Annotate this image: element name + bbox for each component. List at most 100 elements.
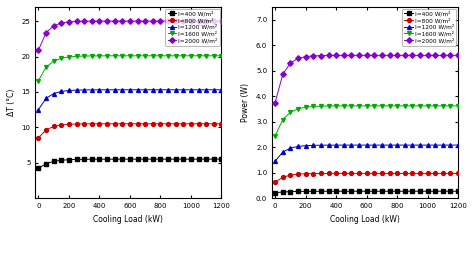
I=1600 W/m² (379, 104, 385, 107)
I=800 W/m² (372, 172, 377, 175)
I=1600 W/m² (310, 105, 316, 108)
I=1600 W/m² (165, 54, 171, 57)
I=1600 W/m² (181, 54, 186, 57)
I=1600 W/m² (425, 104, 430, 107)
I=400 W/m² (135, 158, 140, 161)
I=1200 W/m² (447, 144, 453, 147)
I=400 W/m² (203, 158, 209, 161)
I=1600 W/m² (326, 104, 331, 107)
I=1600 W/m² (157, 54, 163, 57)
I=1600 W/m² (455, 104, 461, 107)
I=400 W/m² (348, 190, 354, 193)
I=1200 W/m² (104, 88, 110, 91)
I=1200 W/m² (58, 90, 64, 93)
I=800 W/m² (410, 172, 415, 175)
I=1600 W/m² (394, 104, 400, 107)
I=1200 W/m² (127, 88, 133, 91)
I=1200 W/m² (432, 144, 438, 147)
I=2000 W/m² (104, 20, 110, 23)
I=800 W/m² (379, 172, 385, 175)
I=1200 W/m² (295, 145, 301, 148)
Line: I=1600 W/m²: I=1600 W/m² (273, 104, 460, 138)
I=1200 W/m² (425, 144, 430, 147)
I=1200 W/m² (51, 92, 56, 95)
I=2000 W/m² (402, 54, 408, 57)
I=800 W/m² (364, 172, 369, 175)
I=400 W/m² (402, 190, 408, 193)
I=1200 W/m² (73, 89, 79, 92)
I=800 W/m² (447, 172, 453, 175)
I=1200 W/m² (219, 88, 224, 91)
I=800 W/m² (181, 122, 186, 125)
I=1600 W/m² (410, 104, 415, 107)
I=2000 W/m² (410, 54, 415, 57)
I=1200 W/m² (196, 88, 201, 91)
I=400 W/m² (173, 158, 179, 161)
I=2000 W/m² (112, 20, 118, 23)
I=2000 W/m² (272, 101, 278, 104)
I=1200 W/m² (410, 144, 415, 147)
I=800 W/m² (455, 172, 461, 175)
I=2000 W/m² (150, 20, 155, 23)
I=400 W/m² (417, 190, 423, 193)
I=1600 W/m² (82, 55, 87, 58)
Line: I=1200 W/m²: I=1200 W/m² (273, 143, 460, 163)
Line: I=800 W/m²: I=800 W/m² (36, 122, 223, 140)
I=400 W/m² (51, 160, 56, 163)
I=400 W/m² (188, 158, 194, 161)
I=800 W/m² (97, 122, 102, 125)
I=800 W/m² (440, 172, 446, 175)
I=1600 W/m² (348, 104, 354, 107)
I=1600 W/m² (188, 54, 194, 57)
I=800 W/m² (326, 172, 331, 175)
I=1200 W/m² (356, 144, 362, 147)
I=1200 W/m² (142, 88, 148, 91)
I=1200 W/m² (372, 144, 377, 147)
I=400 W/m² (272, 191, 278, 194)
I=2000 W/m² (157, 20, 163, 23)
I=2000 W/m² (356, 54, 362, 57)
I=1600 W/m² (58, 57, 64, 60)
I=800 W/m² (280, 176, 286, 179)
I=1200 W/m² (417, 144, 423, 147)
I=1600 W/m² (295, 107, 301, 110)
I=2000 W/m² (203, 20, 209, 23)
I=1600 W/m² (387, 104, 392, 107)
I=800 W/m² (173, 122, 179, 125)
I=800 W/m² (135, 122, 140, 125)
I=1600 W/m² (211, 54, 217, 57)
I=2000 W/m² (58, 22, 64, 25)
I=800 W/m² (36, 136, 41, 139)
I=800 W/m² (188, 122, 194, 125)
I=1600 W/m² (447, 104, 453, 107)
Line: I=2000 W/m²: I=2000 W/m² (273, 53, 460, 104)
I=800 W/m² (272, 181, 278, 184)
I=1600 W/m² (112, 54, 118, 57)
I=400 W/m² (104, 158, 110, 161)
I=2000 W/m² (73, 20, 79, 23)
I=1200 W/m² (326, 144, 331, 147)
I=800 W/m² (341, 172, 346, 175)
I=1600 W/m² (333, 104, 339, 107)
I=2000 W/m² (333, 54, 339, 57)
I=800 W/m² (58, 123, 64, 126)
I=2000 W/m² (165, 20, 171, 23)
I=2000 W/m² (51, 24, 56, 27)
I=1600 W/m² (272, 134, 278, 137)
I=1600 W/m² (219, 54, 224, 57)
I=800 W/m² (295, 173, 301, 176)
I=1200 W/m² (310, 144, 316, 147)
I=400 W/m² (280, 190, 286, 194)
I=1200 W/m² (333, 144, 339, 147)
I=400 W/m² (181, 158, 186, 161)
I=1600 W/m² (288, 111, 293, 114)
I=800 W/m² (219, 122, 224, 125)
I=400 W/m² (112, 158, 118, 161)
I=1200 W/m² (379, 144, 385, 147)
I=1600 W/m² (135, 54, 140, 57)
I=800 W/m² (402, 172, 408, 175)
I=2000 W/m² (303, 55, 309, 58)
I=2000 W/m² (341, 54, 346, 57)
I=1200 W/m² (89, 88, 95, 91)
I=400 W/m² (73, 158, 79, 161)
